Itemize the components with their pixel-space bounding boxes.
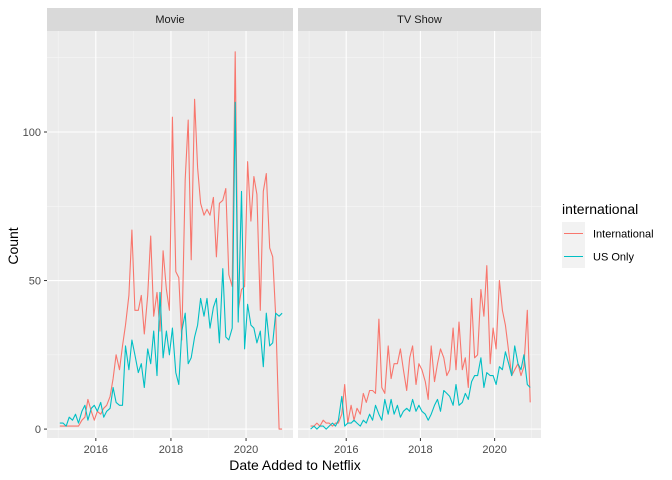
x-tick-label: 2016 [84,444,108,456]
facet-strip-label: Movie [155,14,184,26]
y-tick-label: 100 [23,127,41,139]
y-tick-label: 50 [29,276,41,288]
panel-background [298,31,541,438]
facet-panel-0: Movie [47,8,293,438]
legend-label-us-only: US Only [593,252,634,264]
x-tick-label: 2018 [159,444,183,456]
facet-panel-1: TV Show [298,8,541,438]
series-line-international [59,51,283,430]
y-axis-title: Count [5,227,21,264]
facet-strip [47,8,293,31]
facet-strip-label: TV Show [397,14,442,26]
facet-strip [298,8,541,31]
legend-title: international [562,201,638,217]
x-tick-label: 2018 [408,444,432,456]
series-line-us-only [59,101,283,427]
x-tick-label: 2020 [482,444,506,456]
series-line-international [310,265,531,427]
y-tick-label: 0 [35,424,41,436]
legend: international International US Only [562,201,654,268]
legend-label-international: International [593,229,654,241]
x-tick-label: 2016 [334,444,358,456]
series-line-us-only [310,345,531,430]
x-tick-label: 2020 [234,444,258,456]
x-axis-title: Date Added to Netflix [229,457,361,473]
panel-background [47,31,293,438]
